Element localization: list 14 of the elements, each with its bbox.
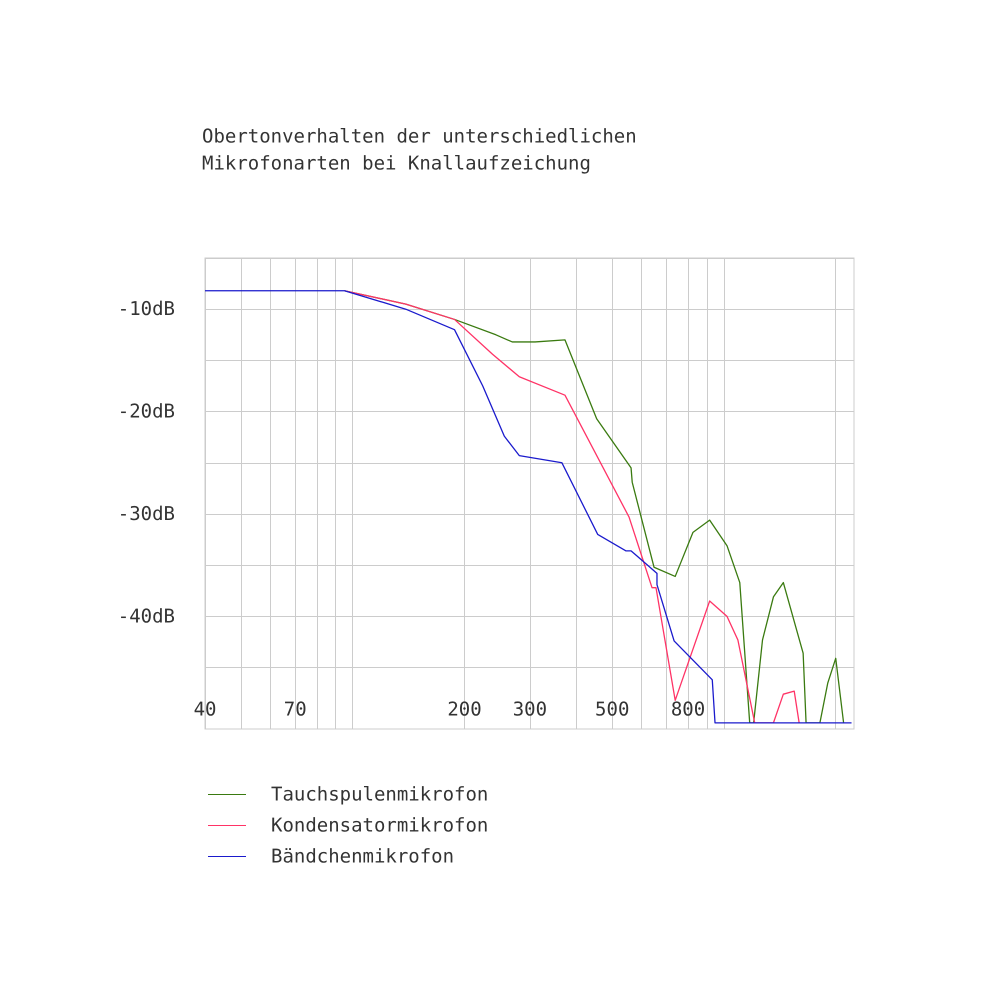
x-tick-label: 40 bbox=[194, 698, 216, 720]
x-tick-label: 500 bbox=[595, 698, 630, 720]
x-tick-label: 70 bbox=[284, 698, 307, 720]
y-tick-label: -20dB bbox=[118, 400, 175, 423]
x-tick-label: 800 bbox=[670, 698, 706, 720]
y-tick-label: -30dB bbox=[118, 502, 175, 525]
y-tick-label: -10dB bbox=[118, 298, 175, 320]
legend-label: Bändchenmikrofon bbox=[271, 846, 454, 868]
chart-title: Obertonverhalten der unterschiedlichen Mikrofonarten bei Knallaufzeichung bbox=[202, 126, 637, 174]
legend-label: Tauchspulenmikrofon bbox=[271, 784, 488, 806]
x-tick-label: 200 bbox=[447, 698, 482, 720]
x-tick-label: 300 bbox=[512, 698, 548, 720]
legend-label: Kondensatormikrofon bbox=[271, 814, 488, 836]
y-tick-label: -40dB bbox=[118, 605, 175, 628]
